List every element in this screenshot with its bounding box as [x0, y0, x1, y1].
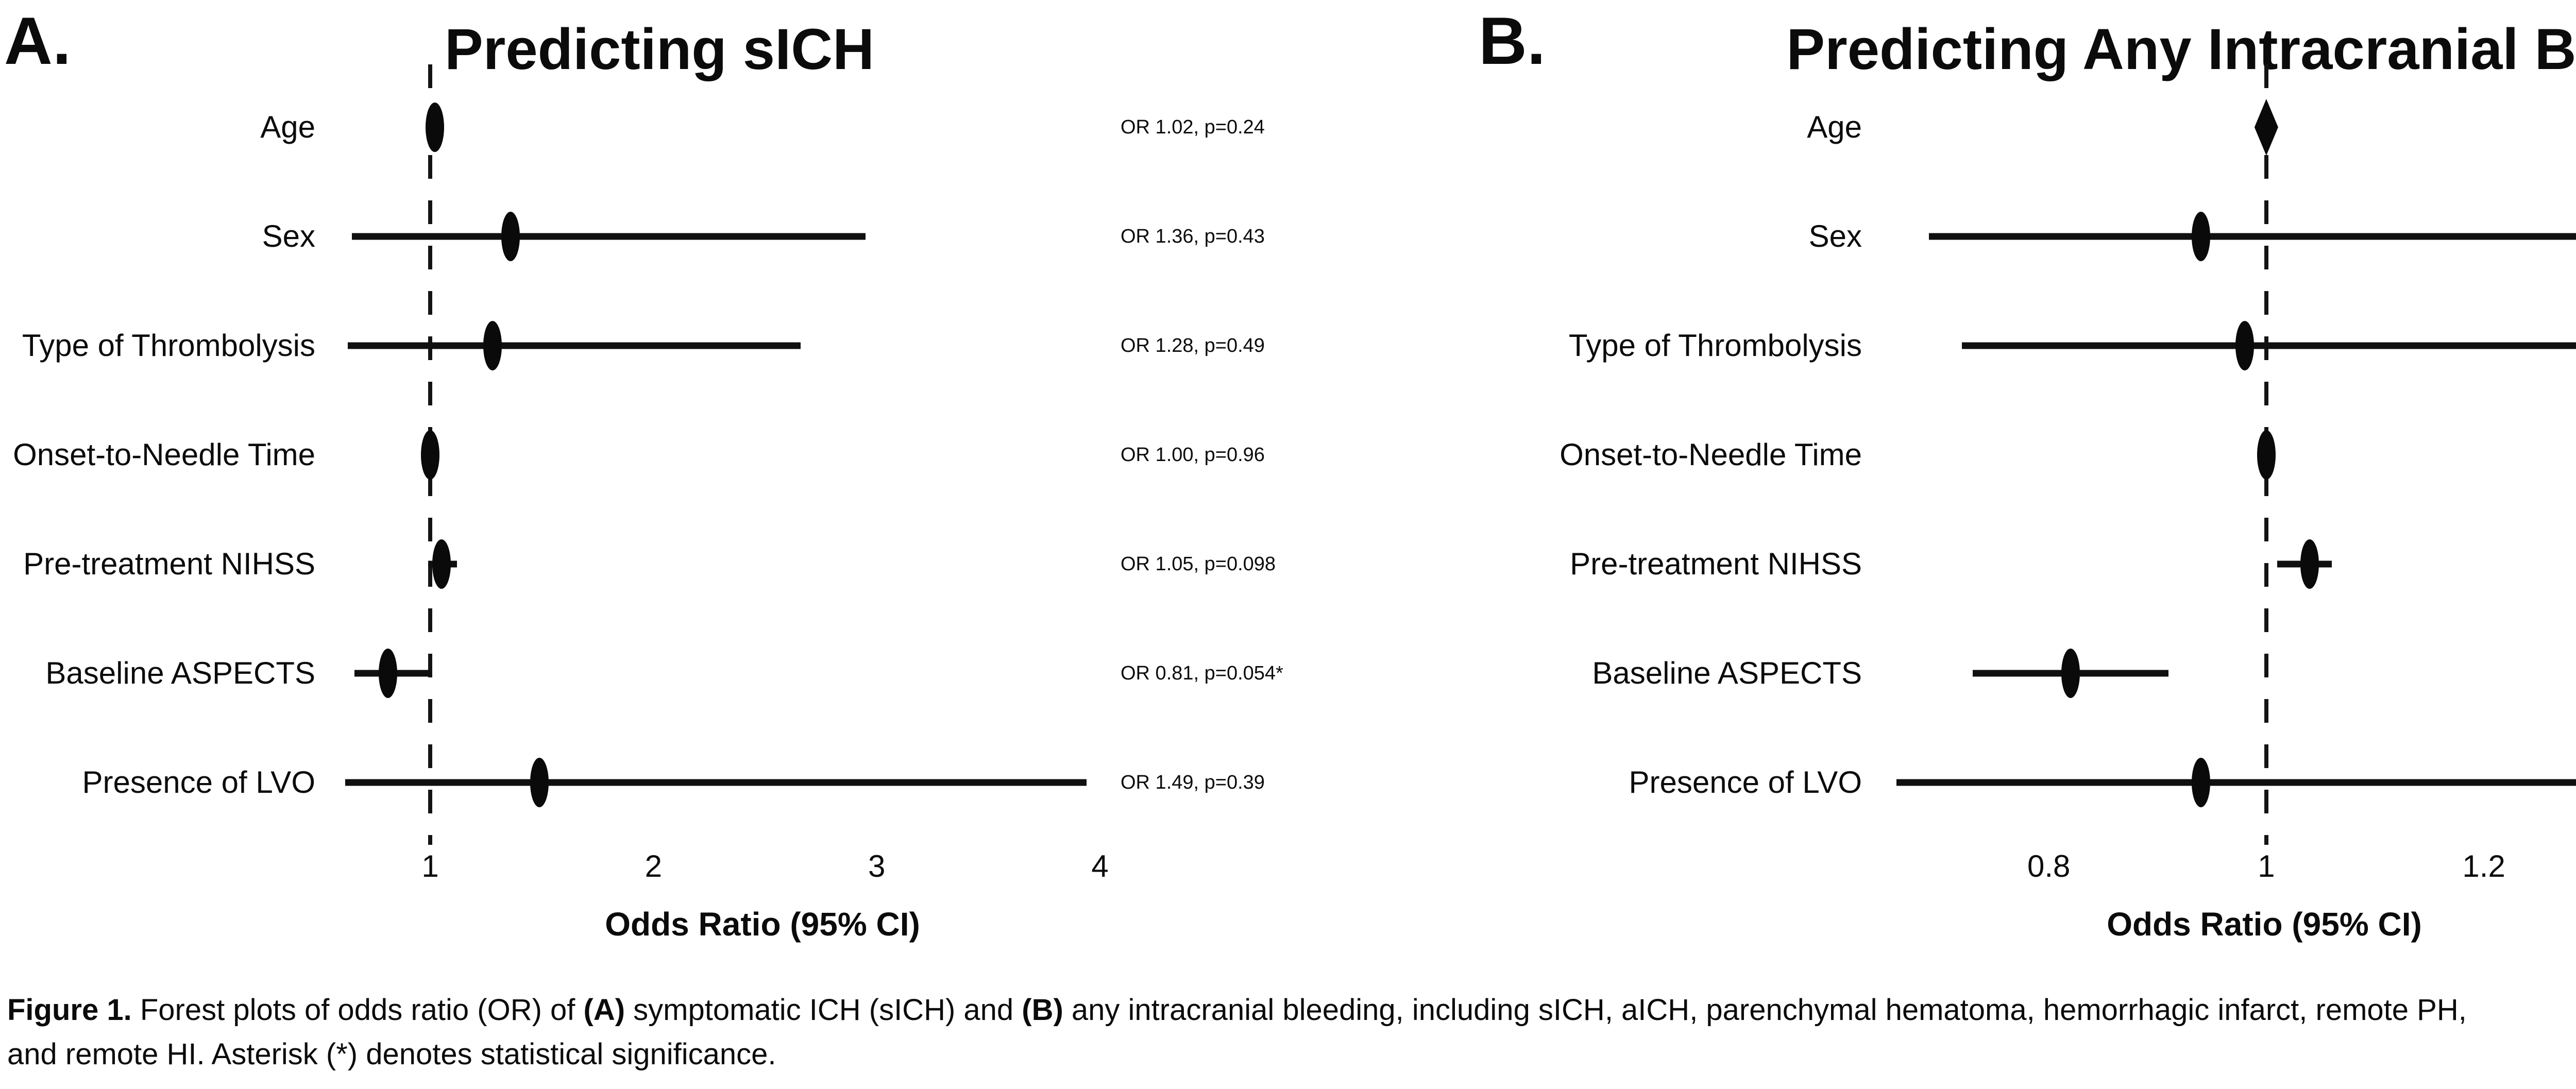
confidence-interval-line [347, 342, 801, 349]
row-label: Pre-treatment NIHSS [1570, 547, 1862, 581]
or-p-annotation: OR 1.28, p=0.49 [1121, 335, 1265, 356]
caption-bold-segment: (A) [583, 993, 625, 1027]
row-label: Age [1807, 110, 1862, 144]
figure-caption-line-1: Figure 1. Forest plots of odds ratio (OR… [7, 995, 2467, 1025]
panel-a-letter: A. [4, 3, 71, 78]
or-p-annotation: OR 1.00, p=0.96 [1121, 444, 1265, 466]
x-tick-label: 1 [421, 849, 439, 883]
confidence-interval-line [345, 779, 1087, 786]
caption-text-segment: any intracranial bleeding, including sIC… [1063, 993, 2467, 1027]
odds-ratio-marker [2235, 321, 2254, 370]
odds-ratio-marker [2061, 649, 2080, 698]
odds-ratio-marker [378, 649, 397, 698]
caption-text-segment: and remote HI. Asterisk (*) denotes stat… [7, 1037, 776, 1071]
row-label: Type of Thrombolysis [1568, 328, 1862, 363]
caption-bold-segment: Figure 1. [7, 993, 132, 1027]
odds-ratio-marker [432, 539, 451, 589]
row-label: Type of Thrombolysis [22, 328, 315, 363]
x-tick-label: 1.2 [2462, 849, 2505, 883]
odds-ratio-marker [530, 758, 549, 807]
panel-b-letter: B. [1479, 3, 1546, 78]
odds-ratio-marker [483, 321, 502, 370]
odds-ratio-marker [421, 430, 439, 480]
or-p-annotation: OR 1.05, p=0.098 [1121, 553, 1276, 575]
or-p-annotation: OR 1.49, p=0.39 [1121, 772, 1265, 793]
panel-b-x-axis-label: Odds Ratio (95% CI) [2107, 906, 2422, 943]
row-label: Baseline ASPECTS [45, 656, 315, 690]
panel-a-title: Predicting sICH [445, 17, 874, 81]
x-tick-label: 3 [868, 849, 886, 883]
x-tick-label: 0.8 [2027, 849, 2071, 883]
row-label: Sex [262, 219, 315, 253]
odds-ratio-marker [2192, 212, 2211, 261]
odds-ratio-marker [2192, 758, 2211, 807]
panel-b-title: Predicting Any Intracranial Bleeding [1786, 17, 2576, 81]
row-label: Onset-to-Needle Time [13, 437, 315, 472]
row-label: Onset-to-Needle Time [1560, 437, 1862, 472]
or-p-annotation: OR 0.81, p=0.054* [1121, 662, 1283, 684]
row-label: Pre-treatment NIHSS [23, 547, 315, 581]
caption-bold-segment: (B) [1022, 993, 1063, 1027]
odds-ratio-marker [2257, 430, 2276, 480]
odds-ratio-marker [425, 103, 444, 152]
x-tick-label: 4 [1091, 849, 1109, 883]
confidence-interval-line [1929, 233, 2576, 240]
odds-ratio-marker [2300, 539, 2319, 589]
caption-text-segment: symptomatic ICH (sICH) and [625, 993, 1022, 1027]
caption-text-segment: Forest plots of odds ratio (OR) of [131, 993, 584, 1027]
row-label: Baseline ASPECTS [1592, 656, 1862, 690]
row-label: Sex [1808, 219, 1862, 253]
odds-ratio-marker [501, 212, 520, 261]
confidence-interval-line [352, 233, 866, 240]
confidence-interval-line [1961, 342, 2576, 349]
row-label: Presence of LVO [1629, 765, 1862, 799]
figure-caption-line-2: and remote HI. Asterisk (*) denotes stat… [7, 1040, 776, 1069]
x-tick-label: 2 [645, 849, 663, 883]
confidence-interval-line [1896, 779, 2576, 786]
panel-a-x-axis-label: Odds Ratio (95% CI) [605, 906, 920, 943]
odds-ratio-marker [2254, 99, 2278, 156]
row-label: Age [260, 110, 315, 144]
or-p-annotation: OR 1.02, p=0.24 [1121, 116, 1265, 138]
or-p-annotation: OR 1.36, p=0.43 [1121, 226, 1265, 247]
x-tick-label: 1 [2258, 849, 2275, 883]
row-label: Presence of LVO [82, 765, 315, 799]
